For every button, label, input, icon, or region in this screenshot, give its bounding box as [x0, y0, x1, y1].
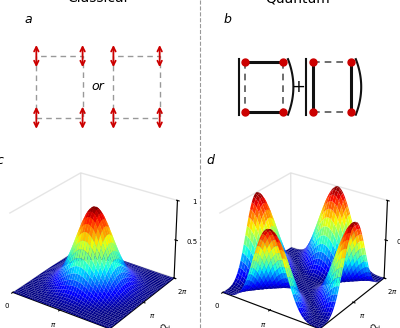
Text: c: c — [0, 154, 3, 167]
Y-axis label: $Q_y$: $Q_y$ — [368, 319, 385, 328]
Text: or: or — [92, 80, 104, 93]
Text: a: a — [24, 13, 32, 26]
Text: +: + — [291, 78, 305, 96]
Y-axis label: $Q_y$: $Q_y$ — [158, 319, 175, 328]
Text: d: d — [206, 154, 214, 167]
Text: Classical: Classical — [68, 0, 128, 5]
Text: Quantum: Quantum — [266, 0, 330, 5]
Text: b: b — [224, 13, 232, 26]
